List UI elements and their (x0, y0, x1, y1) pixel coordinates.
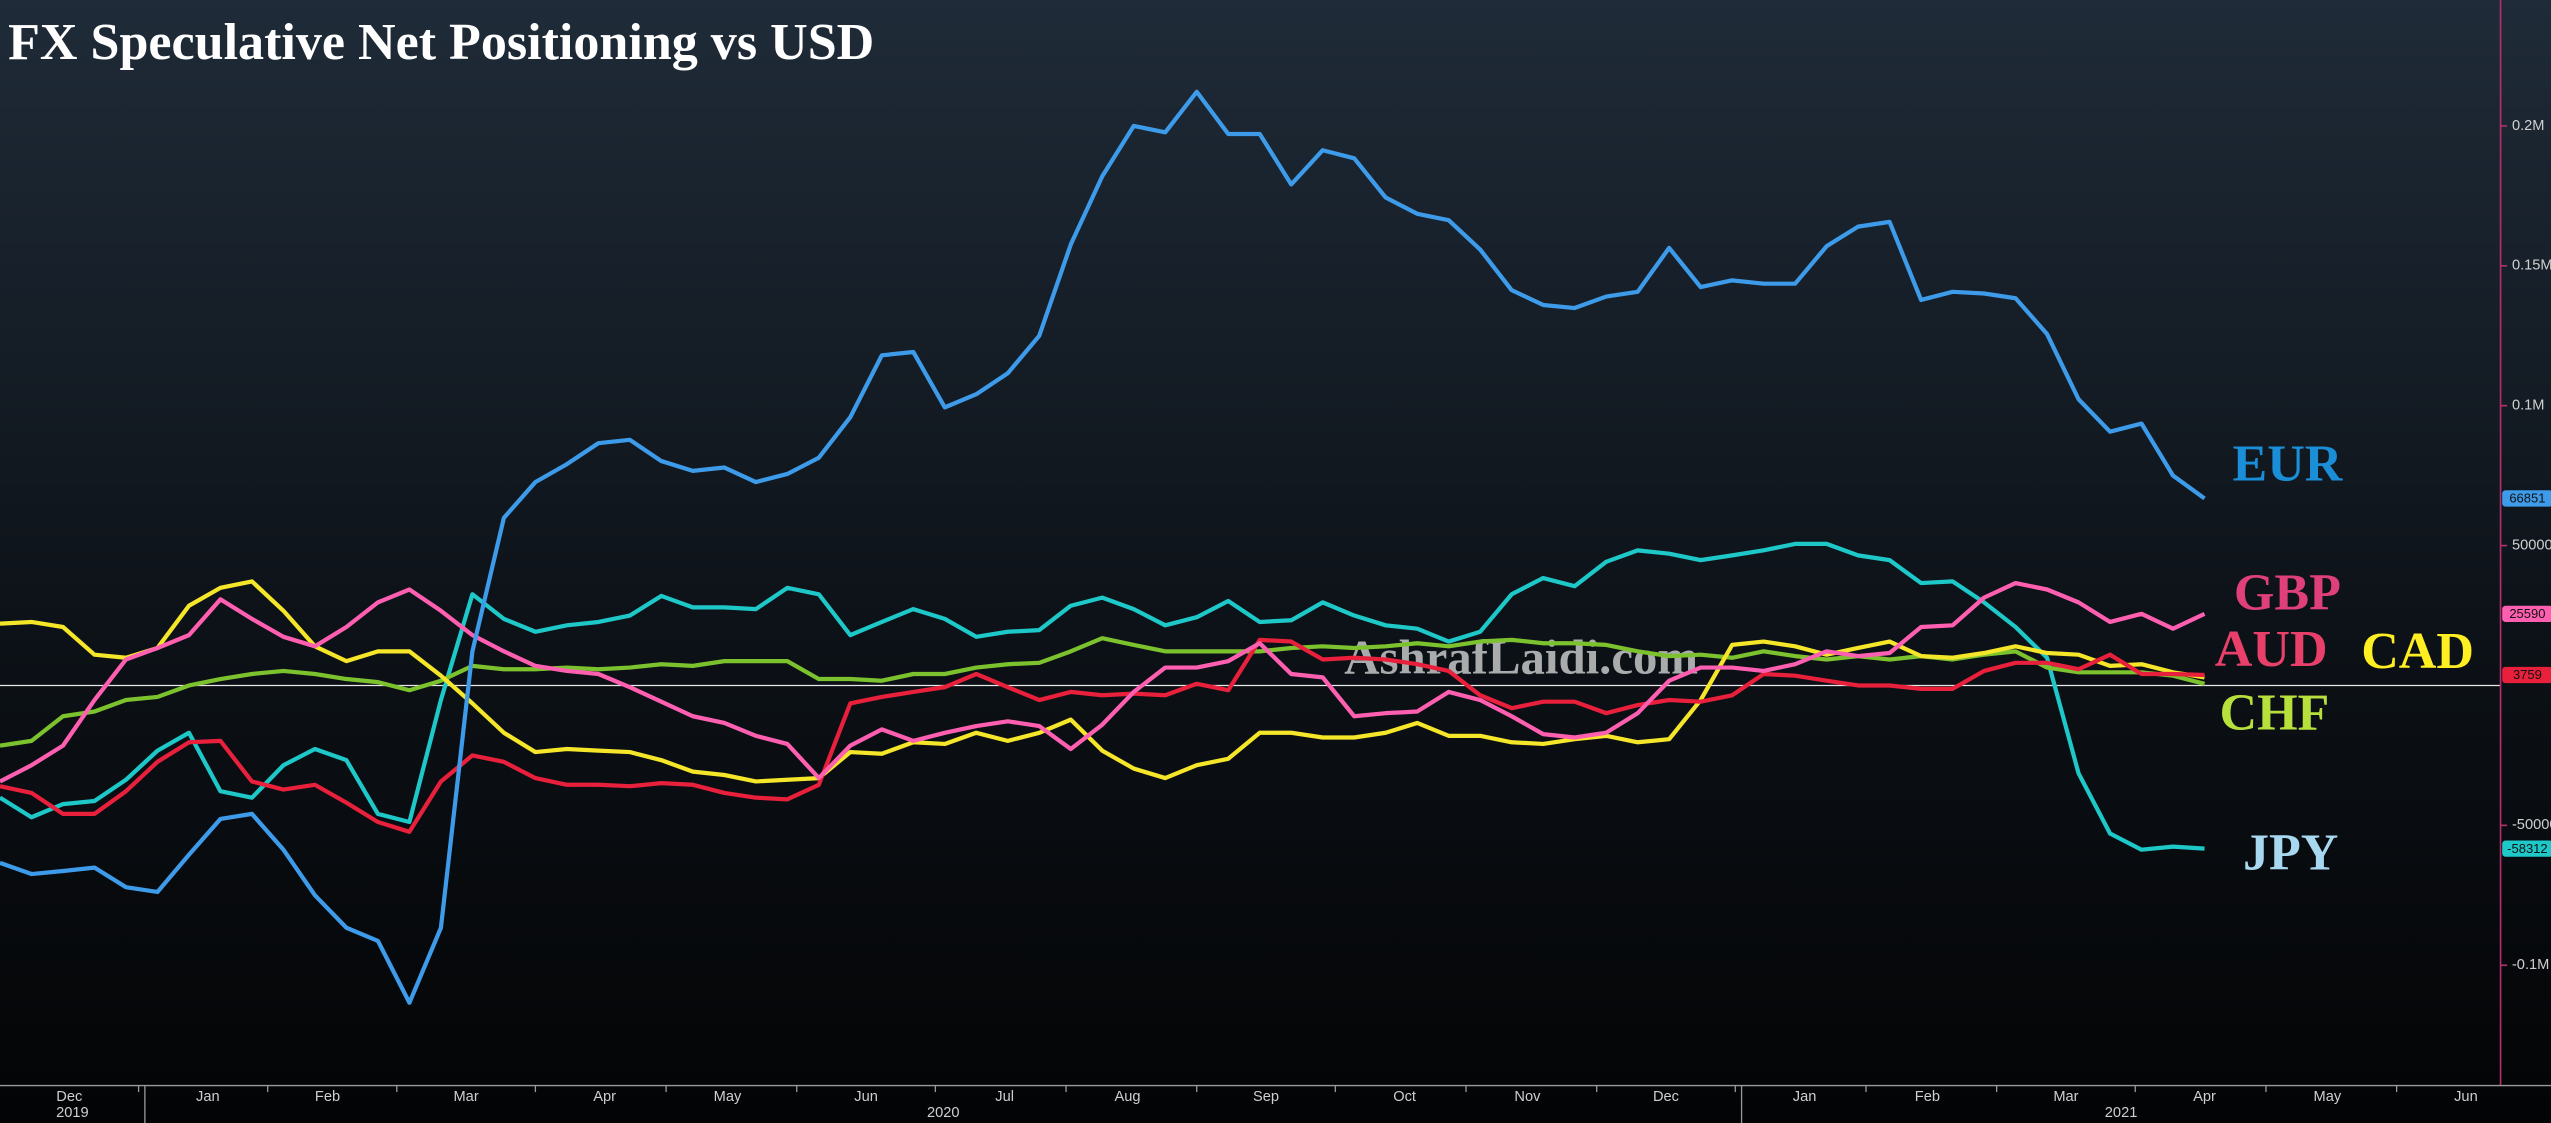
value-tag-label: 3759 (2513, 667, 2542, 682)
series-line (0, 636, 2206, 748)
series-line (0, 580, 2206, 784)
x-tick-label: Jun (854, 1089, 878, 1105)
x-tick-label: Jun (2454, 1089, 2478, 1105)
x-tick-label: May (2314, 1089, 2342, 1105)
y-tick-label: -50000 (2512, 817, 2551, 833)
x-tick-label: Oct (1393, 1089, 1416, 1105)
chart-title: FX Speculative Net Positioning vs USD (8, 14, 874, 71)
x-tick-label: May (714, 1089, 742, 1105)
x-tick-label: Aug (1114, 1089, 1140, 1105)
x-tick-label: Feb (1915, 1089, 1940, 1105)
watermark: AshrafLaidi.com (1344, 631, 1698, 685)
x-tick-label: Nov (1514, 1089, 1541, 1105)
x-tick-label: Apr (593, 1089, 616, 1105)
y-tick-label: 50000 (2512, 537, 2551, 553)
value-tag-label: 25590 (2509, 606, 2545, 621)
x-tick-label: Dec (56, 1089, 82, 1105)
value-tag (2502, 666, 2551, 684)
year-label: 2020 (927, 1105, 960, 1121)
y-tick-label: 0.1M (2512, 398, 2545, 414)
x-tick-label: Sep (1253, 1089, 1279, 1105)
y-tick-label: 0.15M (2512, 258, 2551, 274)
value-tag-label: -58312 (2507, 841, 2547, 856)
year-label: 2021 (2105, 1105, 2138, 1121)
series-line (0, 89, 2206, 1005)
series-label: JPY (2243, 825, 2338, 882)
series-line (0, 637, 2205, 834)
value-tag-label: 66851 (2509, 491, 2545, 506)
value-tag (2502, 605, 2551, 623)
x-tick-label: Jul (995, 1089, 1014, 1105)
year-label: 2019 (56, 1105, 89, 1121)
x-tick-label: Apr (2193, 1089, 2216, 1105)
x-tick-label: Mar (454, 1089, 479, 1105)
x-tick-label: Jan (1793, 1089, 1817, 1105)
series-label: EUR (2232, 436, 2343, 493)
y-tick-label: -0.1M (2512, 957, 2549, 973)
series-label: AUD (2215, 621, 2328, 678)
value-tag (2502, 840, 2551, 857)
x-tick-label: Mar (2053, 1089, 2078, 1105)
series-line (0, 541, 2205, 852)
series-label: CAD (2361, 623, 2474, 680)
y-tick-label: 0.2M (2512, 118, 2545, 134)
series-label: GBP (2234, 564, 2341, 621)
x-tick-label: Dec (1653, 1089, 1679, 1105)
x-tick-label: Feb (315, 1089, 340, 1105)
series-label: CHF (2219, 685, 2329, 742)
value-tag (2502, 490, 2551, 507)
x-tick-label: Jan (196, 1089, 220, 1105)
